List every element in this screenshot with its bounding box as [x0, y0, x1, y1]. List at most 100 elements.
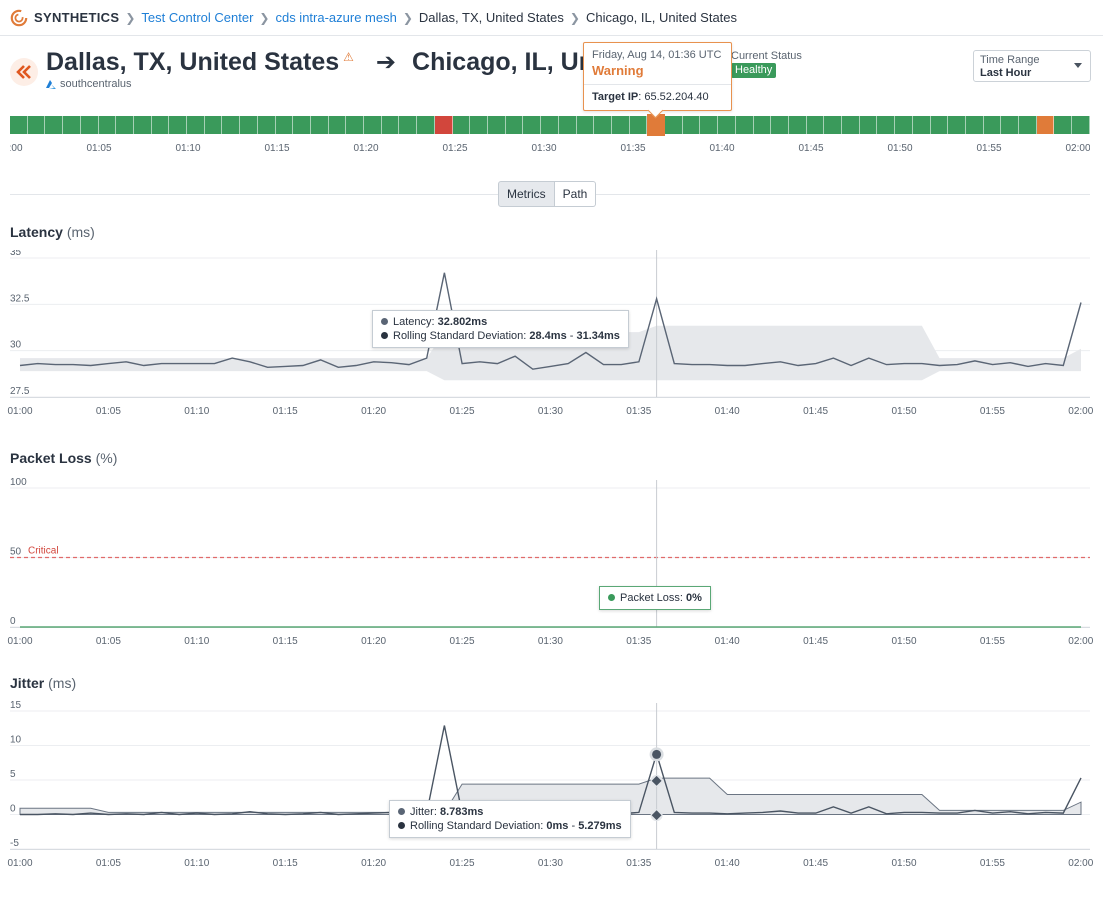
jitter-tooltip: Jitter: 8.783ms Rolling Standard Deviati…: [389, 800, 631, 838]
health-axis-tick: 01:15: [264, 143, 290, 154]
health-cell-healthy[interactable]: [930, 116, 949, 134]
health-cell-healthy[interactable]: [718, 116, 736, 134]
health-cell-healthy[interactable]: [523, 116, 542, 134]
health-cell-healthy[interactable]: [629, 116, 648, 134]
health-cell-healthy[interactable]: [983, 116, 1002, 134]
time-range-label: Time Range: [980, 54, 1040, 66]
health-timeline-axis: 01:00 01:05 01:10 01:15 01:20 01:25 01:30 01:35…: [10, 143, 1090, 157]
y-tick-label: 0: [10, 804, 16, 815]
health-cell-healthy[interactable]: [788, 116, 807, 134]
health-cell-healthy[interactable]: [346, 116, 365, 134]
x-tick-label: 01:55: [980, 406, 1005, 417]
health-cell-healthy[interactable]: [700, 116, 719, 134]
health-cell-healthy[interactable]: [328, 116, 347, 134]
health-cell-healthy[interactable]: [558, 116, 577, 134]
tab-metrics[interactable]: Metrics: [498, 181, 555, 207]
health-cell-healthy[interactable]: [187, 116, 205, 134]
health-cell-critical[interactable]: [434, 116, 453, 134]
y-tick-label: 15: [10, 701, 22, 711]
health-cell-healthy[interactable]: [133, 116, 152, 134]
latency-std-high: 31.34ms: [576, 330, 620, 342]
health-cell-healthy[interactable]: [1054, 116, 1073, 134]
health-cell-healthy[interactable]: [1019, 116, 1037, 134]
health-cell-healthy[interactable]: [859, 116, 878, 134]
health-cell-healthy[interactable]: [912, 116, 931, 134]
health-cell-healthy[interactable]: [169, 116, 188, 134]
latency-chart[interactable]: 35 32.5 30 27.5 01:00 01:05 01:10 01:15 01:20 01:…: [0, 250, 1103, 428]
health-cell-healthy[interactable]: [965, 116, 984, 134]
health-cell-healthy[interactable]: [594, 116, 612, 134]
packet-loss-title-text: Packet Loss: [10, 450, 92, 466]
latency-std-label: Rolling Standard Deviation: [393, 330, 524, 342]
health-cell-healthy[interactable]: [771, 116, 789, 134]
health-cell-healthy[interactable]: [222, 116, 241, 134]
target-ip-value: 65.52.204.40: [644, 91, 709, 103]
agent-type-icon: [10, 58, 38, 86]
health-cell-warning[interactable]: [1036, 116, 1055, 134]
synthetics-logo-icon: [10, 9, 28, 26]
health-cell-healthy[interactable]: [735, 116, 754, 134]
health-cell-healthy[interactable]: [1072, 116, 1090, 134]
latency-tooltip-row: Latency: 32.802ms: [381, 315, 620, 329]
packet-loss-tooltip: Packet Loss: 0%: [599, 586, 711, 610]
health-cell-healthy[interactable]: [80, 116, 99, 134]
health-cell-healthy[interactable]: [63, 116, 81, 134]
health-cell-healthy[interactable]: [611, 116, 630, 134]
latency-tooltip: Latency: 32.802ms Rolling Standard Devia…: [372, 310, 629, 348]
y-tick-label: 27.5: [10, 386, 30, 397]
health-cell-healthy[interactable]: [381, 116, 400, 134]
health-cell-healthy[interactable]: [204, 116, 223, 134]
health-axis-tick: 01:30: [531, 143, 557, 154]
health-cell-healthy[interactable]: [275, 116, 294, 134]
health-cell-healthy[interactable]: [682, 116, 701, 134]
health-cell-healthy[interactable]: [98, 116, 117, 134]
health-cell-healthy[interactable]: [806, 116, 825, 134]
health-cell-healthy[interactable]: [293, 116, 311, 134]
x-tick-label: 01:45: [803, 406, 828, 417]
jitter-tooltip-value: 8.783ms: [439, 806, 484, 818]
chevron-right-icon: ❯: [259, 10, 270, 25]
jitter-chart[interactable]: 15 10 5 0 -5 01:00 01:05 01:10 01:15 01:20 01:25 01…: [0, 701, 1103, 881]
health-cell-healthy[interactable]: [895, 116, 913, 134]
region-text: southcentralus: [60, 78, 132, 90]
health-cell-healthy[interactable]: [487, 116, 506, 134]
health-hover-card: Friday, Aug 14, 01:36 UTC Warning Target…: [583, 42, 732, 111]
health-cell-healthy[interactable]: [417, 116, 435, 134]
health-cell-healthy[interactable]: [842, 116, 860, 134]
x-tick-label: 01:25: [449, 858, 474, 869]
health-cell-healthy[interactable]: [470, 116, 488, 134]
packet-loss-tooltip-value: 0%: [686, 592, 702, 604]
health-cell-healthy[interactable]: [877, 116, 896, 134]
health-cell-healthy[interactable]: [45, 116, 64, 134]
health-cell-healthy[interactable]: [27, 116, 46, 134]
health-cell-healthy[interactable]: [310, 116, 329, 134]
health-cell-healthy[interactable]: [151, 116, 170, 134]
jitter-std-low: 0ms: [546, 820, 569, 832]
health-cell-healthy[interactable]: [452, 116, 471, 134]
health-cell-healthy[interactable]: [257, 116, 276, 134]
breadcrumb-test-control-center[interactable]: Test Control Center: [141, 10, 254, 25]
health-cell-healthy[interactable]: [364, 116, 382, 134]
health-cell-healthy[interactable]: [753, 116, 772, 134]
packet-loss-chart[interactable]: 100 50 0 01:00 01:05 01:10 01:15 01:20 01:25 01:3…: [0, 476, 1103, 654]
health-cell-healthy[interactable]: [116, 116, 134, 134]
jitter-tooltip-row: Jitter: 8.783ms: [398, 805, 622, 819]
time-range-select[interactable]: Time Range Last Hour: [973, 50, 1091, 82]
azure-icon: [46, 79, 56, 89]
jitter-title: Jitter (ms): [10, 675, 76, 691]
tab-path[interactable]: Path: [554, 181, 597, 207]
health-cell-healthy[interactable]: [948, 116, 966, 134]
health-cell-healthy[interactable]: [399, 116, 418, 134]
health-cell-healthy[interactable]: [665, 116, 683, 134]
breadcrumb-test-name[interactable]: cds intra-azure mesh: [275, 10, 397, 25]
health-cell-healthy[interactable]: [824, 116, 843, 134]
health-cell-healthy[interactable]: [505, 116, 524, 134]
health-cell-healthy[interactable]: [10, 116, 28, 134]
breadcrumb: SYNTHETICS ❯ Test Control Center ❯ cds i…: [0, 0, 1103, 36]
health-cell-healthy[interactable]: [576, 116, 595, 134]
x-tick-label: 01:15: [273, 858, 298, 869]
x-tick-label: 01:00: [7, 858, 32, 869]
health-cell-healthy[interactable]: [541, 116, 559, 134]
health-cell-healthy[interactable]: [1001, 116, 1020, 134]
health-cell-healthy[interactable]: [240, 116, 258, 134]
